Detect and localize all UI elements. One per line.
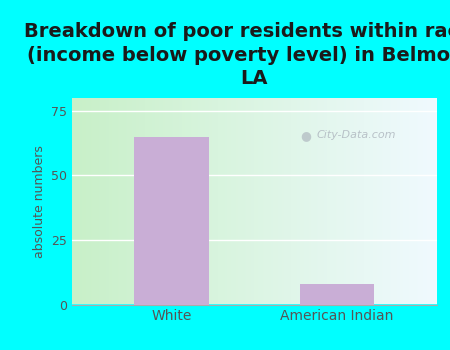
Title: Breakdown of poor residents within races
(income below poverty level) in Belmont: Breakdown of poor residents within races… bbox=[24, 22, 450, 88]
Bar bbox=[300, 284, 374, 304]
Text: City-Data.com: City-Data.com bbox=[316, 130, 396, 140]
Bar bbox=[134, 137, 209, 304]
Y-axis label: absolute numbers: absolute numbers bbox=[32, 145, 45, 258]
Text: ●: ● bbox=[300, 129, 310, 142]
